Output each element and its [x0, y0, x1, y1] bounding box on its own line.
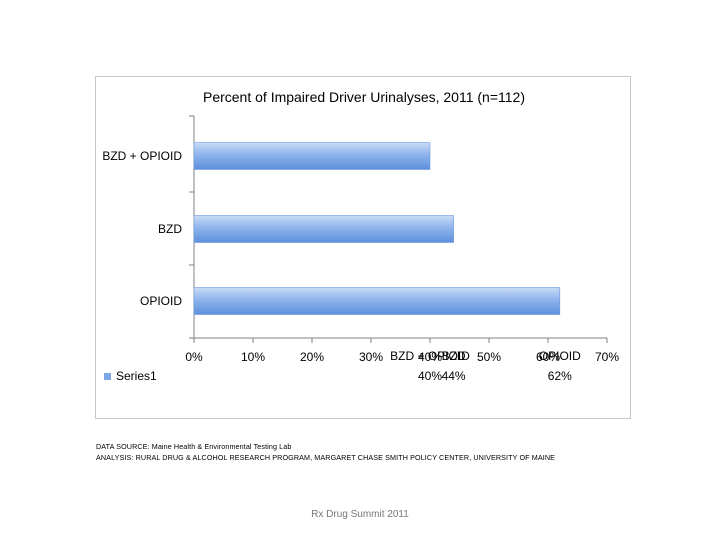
analysis-line: ANALYSIS: RURAL DRUG & ALCOHOL RESEARCH …: [96, 453, 556, 462]
data-label-category: OPIOID: [539, 349, 581, 363]
legend-label: Series1: [116, 369, 157, 383]
legend-swatch: [104, 372, 111, 380]
y-category-label: BZD: [158, 222, 182, 236]
bar: [193, 215, 454, 243]
bar: [193, 142, 431, 170]
x-tick-label: 60%: [536, 350, 560, 364]
data-label-category: BZD: [442, 349, 466, 363]
x-tick-label: 10%: [241, 350, 265, 364]
x-tick-label: 30%: [359, 350, 383, 364]
summit-footer: Rx Drug Summit 2011: [311, 509, 409, 520]
x-tick-label: 0%: [185, 350, 203, 364]
y-category-label: BZD + OPIOID: [102, 149, 182, 163]
data-source-note: DATA SOURCE: Maine Health & Environmenta…: [96, 441, 555, 463]
data-label-value: 44%: [442, 369, 466, 383]
x-tick-label: 40%: [418, 350, 442, 364]
source-line: DATA SOURCE: Maine Health & Environmenta…: [96, 442, 292, 451]
data-label-value: 40%: [418, 369, 442, 383]
data-label-value: 62%: [548, 369, 572, 383]
x-tick-label: 50%: [477, 350, 501, 364]
x-tick-label: 20%: [300, 350, 324, 364]
y-category-label: OPIOID: [140, 294, 182, 308]
data-label-category: BZD + OPIOID: [390, 349, 470, 363]
chart-title: Percent of Impaired Driver Urinalyses, 2…: [203, 89, 525, 105]
x-tick-label: 70%: [595, 350, 619, 364]
bar: [193, 287, 561, 315]
chart-frame: [95, 76, 631, 419]
legend: Series1: [104, 369, 157, 383]
